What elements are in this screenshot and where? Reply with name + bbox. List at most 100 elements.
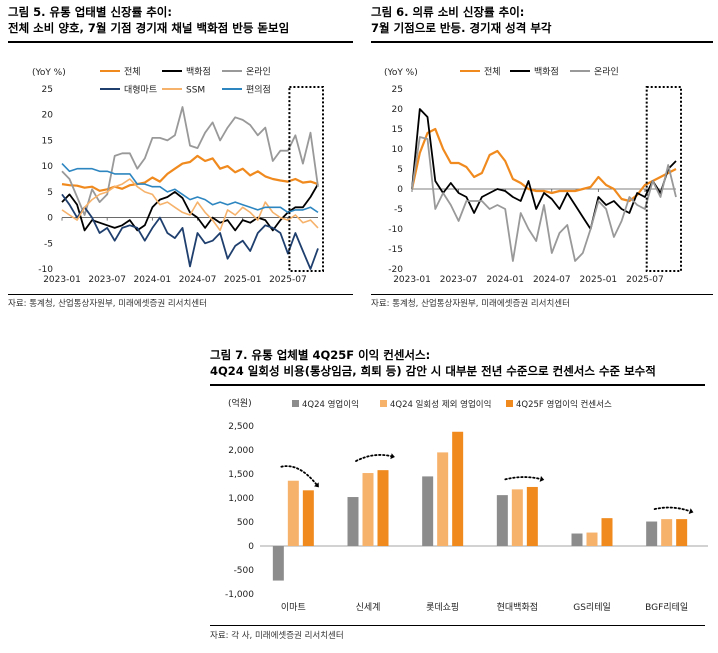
fig7-title-line2: 4Q24 일회성 비용(통상임금, 희퇴 등) 감안 시 대부분 전년 수준으로… bbox=[210, 364, 656, 378]
trend-arrow bbox=[280, 465, 318, 486]
y-tick-label: 0 bbox=[397, 185, 403, 195]
legend-swatch bbox=[380, 400, 387, 407]
legend-label: SSM bbox=[186, 86, 205, 96]
fig6-title-line1: 그림 6. 의류 소비 신장률 추이: bbox=[371, 5, 525, 19]
fig7-title-line1: 그림 7. 유통 업체별 4Q25F 이익 컨센서스: bbox=[210, 348, 431, 362]
fig5-source: 자료: 통계청, 산업통상자원부, 미래에셋증권 리서치센터 bbox=[8, 299, 207, 309]
y-tick-label: 10 bbox=[392, 145, 404, 155]
y-tick-label: 10 bbox=[42, 162, 54, 172]
bar bbox=[377, 470, 389, 546]
series-line-2 bbox=[411, 136, 677, 262]
x-tick-label: 2024-07 bbox=[179, 275, 217, 285]
bar bbox=[676, 519, 688, 546]
y-tick-label: 2,000 bbox=[228, 446, 254, 456]
bar bbox=[601, 518, 613, 546]
x-tick-label: 2023-01 bbox=[43, 275, 81, 285]
bar bbox=[646, 521, 658, 546]
legend-label: 대형마트 bbox=[124, 85, 157, 96]
x-tick-label: 2025-01 bbox=[580, 275, 618, 285]
x-tick-label: 2024-07 bbox=[533, 275, 571, 285]
bar bbox=[452, 431, 464, 546]
bar bbox=[362, 473, 374, 546]
fig5-bottom-rule bbox=[8, 294, 353, 295]
y-tick-label: 500 bbox=[237, 518, 254, 528]
bar bbox=[347, 497, 359, 546]
series-line-3 bbox=[61, 193, 319, 270]
highlight-box bbox=[645, 86, 682, 272]
y-tick-label: -15 bbox=[388, 245, 403, 255]
series-line-2 bbox=[61, 106, 319, 216]
y-tick-label: 5 bbox=[47, 188, 53, 198]
fig6-title-rule bbox=[371, 41, 713, 43]
bar bbox=[571, 533, 583, 546]
legend-label: 온라인 bbox=[594, 67, 619, 78]
category-label: 현대백화점 bbox=[497, 601, 538, 613]
legend-label: 4Q24 영업이익 bbox=[302, 399, 359, 410]
x-tick-label: 2023-01 bbox=[393, 275, 431, 285]
fig5-title-line1: 그림 5. 유통 업태별 신장률 추이: bbox=[8, 5, 172, 19]
fig7-title: 그림 7. 유통 업체별 4Q25F 이익 컨센서스: 4Q24 일회성 비용(… bbox=[210, 347, 656, 379]
series-line-5 bbox=[61, 163, 319, 214]
y-tick-label: 5 bbox=[397, 165, 403, 175]
legend-label: 4Q24 일회성 제외 영업이익 bbox=[390, 399, 491, 410]
y-tick-label: 25 bbox=[392, 85, 403, 95]
category-label: 이마트 bbox=[281, 602, 306, 613]
legend-label: 백화점 bbox=[186, 66, 211, 78]
y-tick-label: 15 bbox=[42, 136, 53, 146]
legend-label: 편의점 bbox=[246, 84, 271, 96]
y-tick-label: -5 bbox=[394, 205, 403, 215]
x-tick-label: 2025-01 bbox=[224, 275, 262, 285]
y-tick-label: 0 bbox=[47, 214, 53, 224]
trend-arrow bbox=[653, 506, 691, 513]
bar bbox=[511, 489, 523, 546]
y-tick-label: -10 bbox=[38, 265, 53, 275]
x-tick-label: 2023-07 bbox=[88, 275, 126, 285]
trend-arrow-head bbox=[390, 453, 395, 460]
bar bbox=[437, 452, 449, 546]
bar bbox=[586, 532, 598, 546]
legend-label: 전체 bbox=[124, 67, 141, 78]
series-line-1 bbox=[61, 183, 319, 232]
legend-label: 전체 bbox=[484, 67, 501, 78]
y-axis-title: (YoY %) bbox=[384, 68, 418, 78]
trend-arrow-head bbox=[688, 508, 694, 514]
bar bbox=[661, 519, 673, 546]
category-label: 신세계 bbox=[356, 601, 381, 613]
y-tick-label: -10 bbox=[388, 225, 403, 235]
y-tick-label: 1,500 bbox=[228, 470, 254, 480]
fig7-bottom-rule bbox=[210, 625, 705, 626]
y-tick-label: 2,500 bbox=[228, 422, 254, 432]
series-line-0 bbox=[61, 154, 319, 192]
y-tick-label: -20 bbox=[388, 265, 403, 275]
bar bbox=[272, 546, 284, 581]
series-line-1 bbox=[411, 108, 677, 230]
fig7-source: 자료: 각 사, 미래에셋증권 리서치센터 bbox=[210, 631, 344, 641]
y-tick-label: 25 bbox=[42, 85, 53, 95]
category-label: BGF리테일 bbox=[645, 602, 688, 613]
fig5-title-line2: 전체 소비 양호, 7월 기점 경기재 채널 백화점 반등 돋보임 bbox=[8, 21, 290, 35]
category-label: 롯데쇼핑 bbox=[426, 602, 459, 613]
fig5-title: 그림 5. 유통 업태별 신장률 추이: 전체 소비 양호, 7월 기점 경기재… bbox=[8, 4, 289, 36]
trend-arrow bbox=[355, 454, 392, 462]
x-tick-label: 2024-01 bbox=[486, 275, 524, 285]
fig5-title-rule bbox=[8, 41, 353, 43]
x-tick-label: 2025-07 bbox=[269, 275, 307, 285]
bar bbox=[526, 486, 538, 546]
legend-label: 백화점 bbox=[534, 66, 559, 78]
highlight-box bbox=[288, 86, 325, 272]
trend-arrow bbox=[504, 476, 542, 481]
y-tick-label: 15 bbox=[392, 125, 403, 135]
bar bbox=[496, 495, 508, 546]
y-tick-label: 20 bbox=[392, 105, 404, 115]
y-tick-label: -5 bbox=[44, 239, 53, 249]
x-tick-label: 2025-07 bbox=[626, 275, 664, 285]
bar bbox=[422, 476, 434, 546]
legend-label: 온라인 bbox=[246, 67, 271, 78]
trend-arrow-head bbox=[539, 476, 545, 482]
bar bbox=[302, 490, 314, 546]
y-axis-title: (억원) bbox=[228, 397, 252, 409]
category-label: GS리테일 bbox=[573, 602, 611, 613]
fig6-source: 자료: 통계청, 산업통상자원부, 미래에셋증권 리서치센터 bbox=[371, 299, 570, 309]
fig7-title-rule bbox=[210, 384, 705, 386]
series-line-4 bbox=[61, 178, 319, 232]
